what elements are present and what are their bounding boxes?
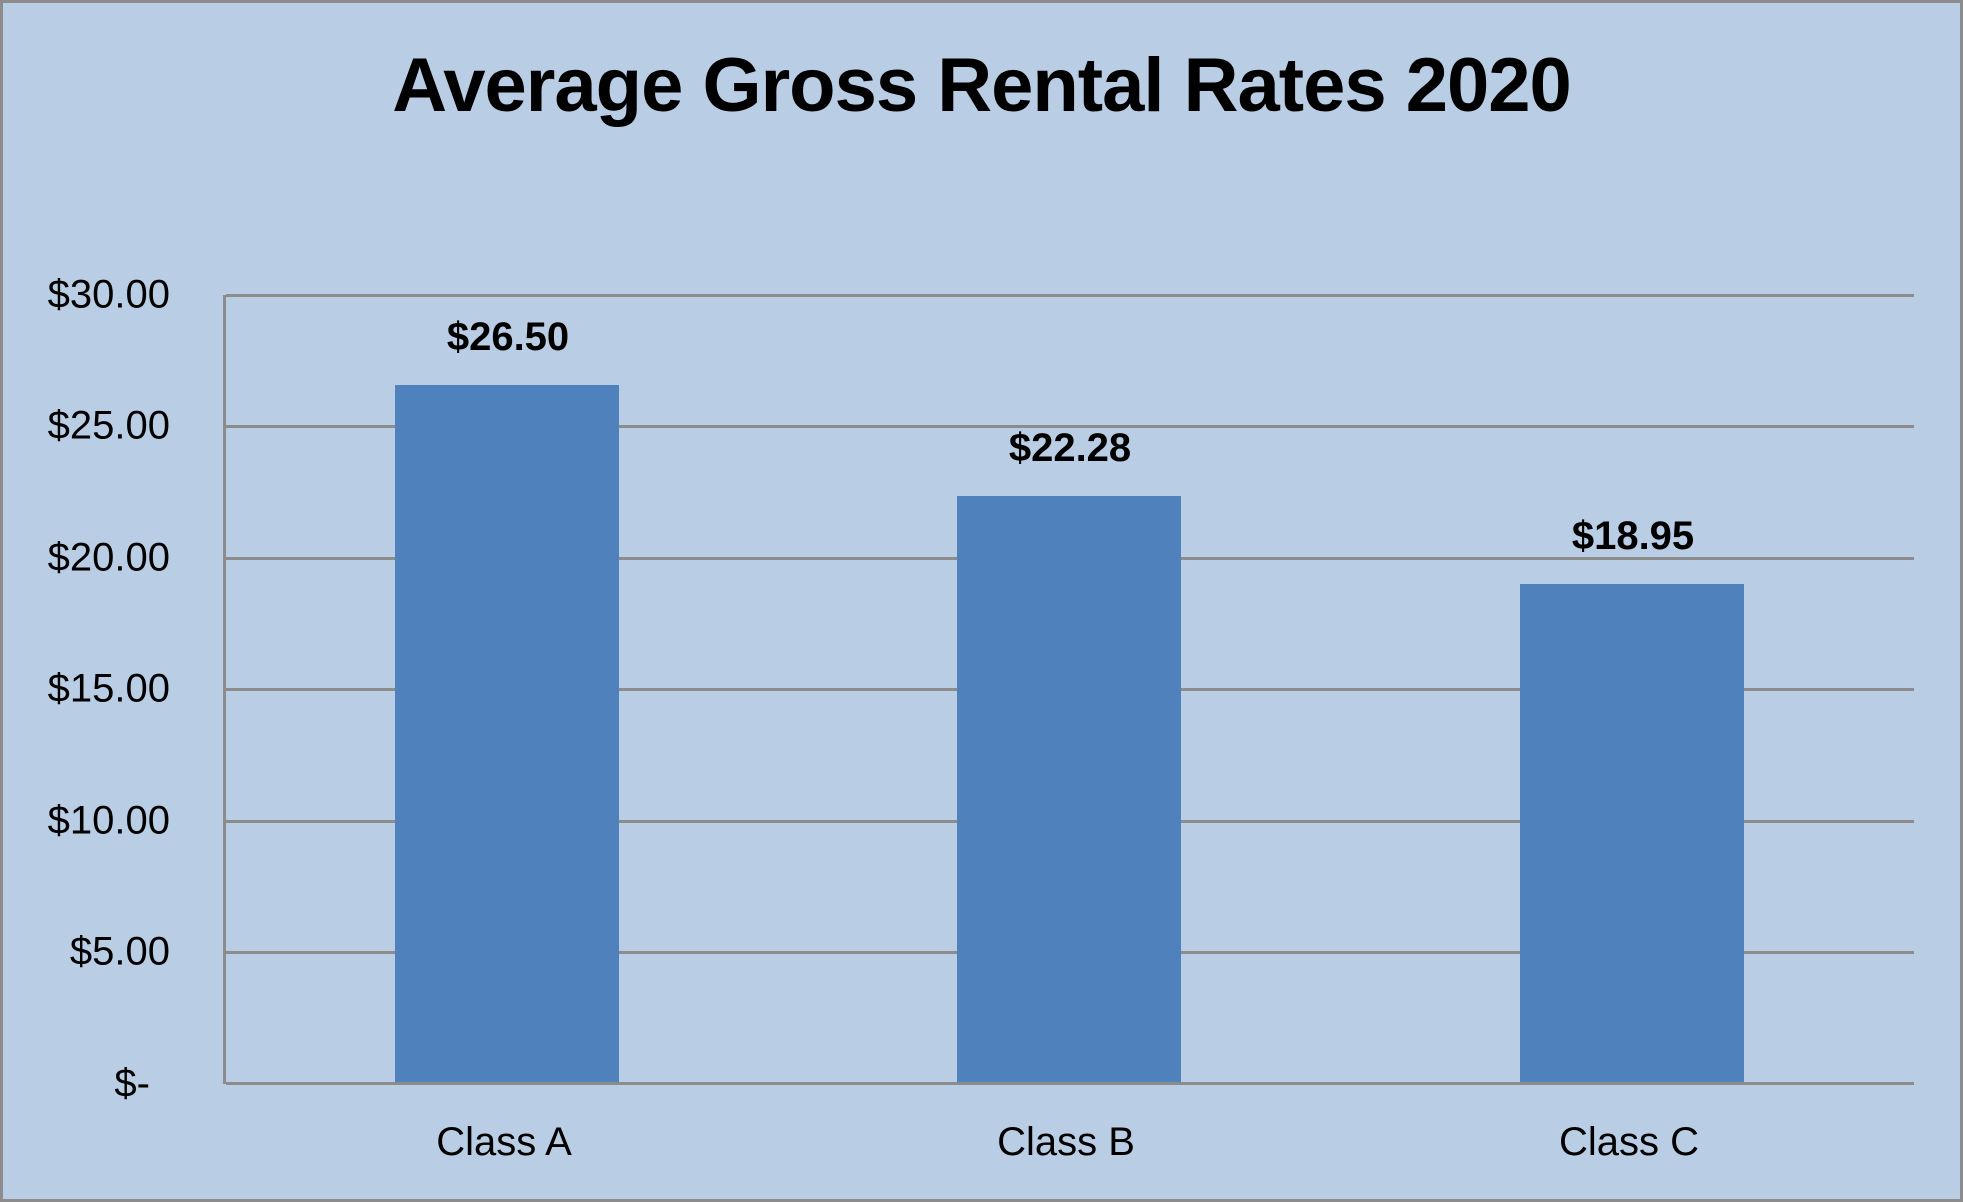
gridline [226,294,1914,297]
y-tick-label: $25.00 [47,403,170,448]
y-tick-label: $20.00 [47,535,170,580]
gridline [226,425,1914,428]
y-tick-label: $30.00 [47,272,170,317]
y-tick-label: $5.00 [69,929,170,974]
bar-class-b [957,496,1181,1082]
x-category-label: Class C [1558,1120,1700,1164]
data-label-class-b: $22.28 [1008,426,1132,470]
chart-title: Average Gross Rental Rates 2020 [392,43,1572,128]
data-label-class-c: $18.95 [1571,514,1695,558]
bar-class-a [395,385,619,1082]
data-label-class-a: $26.50 [446,315,570,359]
y-tick-label: $10.00 [47,798,170,843]
x-category-label: Class B [997,1120,1135,1164]
x-axis-line [226,1082,1914,1085]
bar-class-c [1520,584,1744,1082]
x-category-label: Class A [436,1120,572,1164]
y-tick-label: $- [114,1061,150,1106]
plot-area [223,294,1914,1085]
y-tick-label: $15.00 [47,666,170,711]
